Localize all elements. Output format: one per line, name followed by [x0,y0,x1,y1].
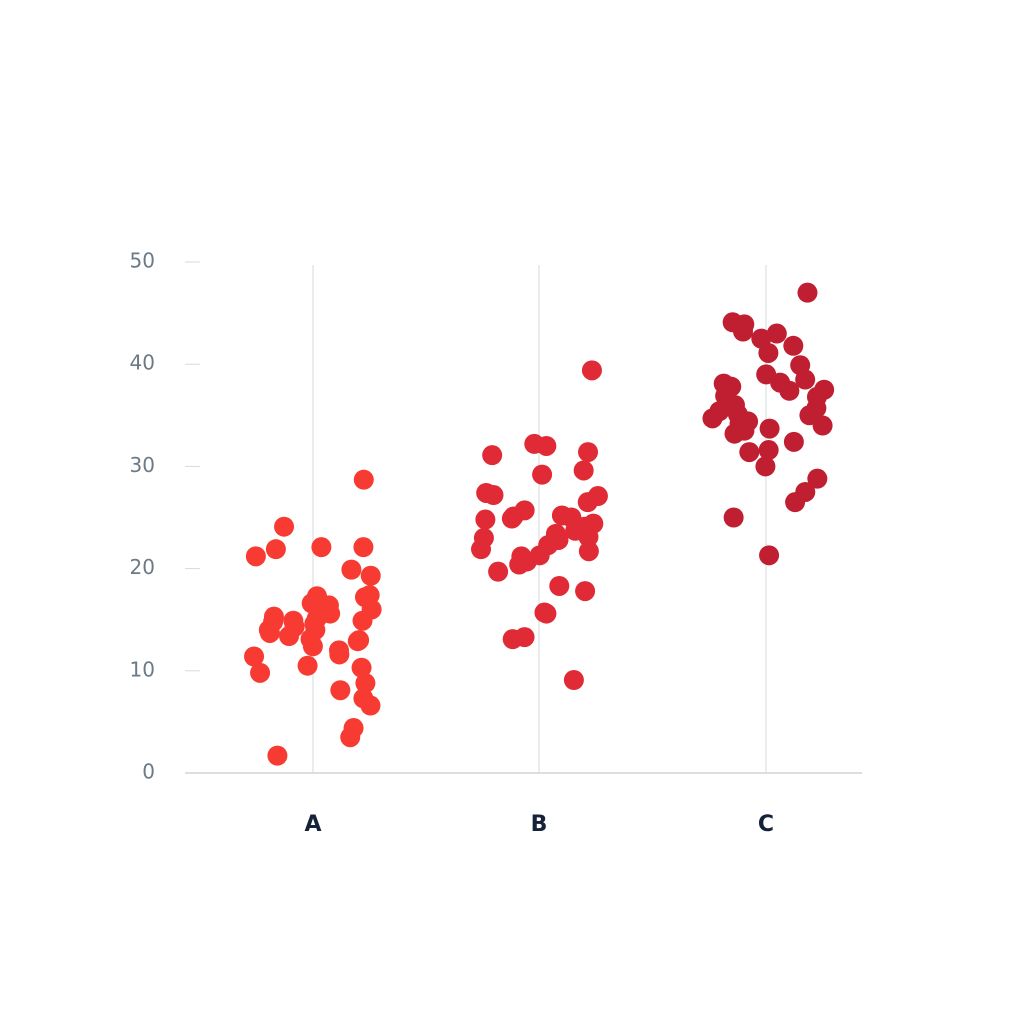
dot [360,565,381,586]
dot [563,669,584,690]
dot [360,695,381,716]
dot [330,680,351,701]
dot [536,603,557,624]
dot [758,342,779,363]
dot [483,485,504,506]
dot [347,631,368,652]
dot [575,581,596,602]
x-tick-label: A [304,812,321,837]
dot [759,545,780,566]
dot [259,622,280,643]
dot [475,509,496,530]
dot [536,435,557,456]
dot [785,492,806,513]
dot [329,644,350,665]
dot [274,516,295,537]
dot [795,369,816,390]
dot [341,559,362,580]
y-tick-label: 30 [130,453,155,477]
y-tick-label: 10 [130,657,155,681]
dot [311,537,332,558]
dot [302,636,323,657]
dot [265,539,286,560]
dot [297,655,318,676]
dot [509,554,530,575]
dot [702,408,723,429]
dot [733,321,754,342]
x-tick-label: B [531,812,548,837]
y-tick-label: 20 [130,555,155,579]
dot [352,610,373,631]
dot [244,646,265,667]
dot [340,727,361,748]
y-tick-label: 50 [130,249,155,273]
dot [351,657,372,678]
dot [502,629,523,650]
dot [471,539,492,560]
x-tick-label: C [758,812,774,837]
dot [807,468,828,489]
dot [267,745,288,766]
dot [766,323,787,344]
dot [501,508,522,529]
dot [245,546,266,567]
y-tick-label: 40 [130,351,155,375]
dot [724,423,745,444]
dot [279,626,300,647]
dot [812,415,833,436]
dot [482,445,503,466]
dot [549,575,570,596]
dot [353,469,374,490]
dot [723,507,744,528]
dot [739,442,760,463]
dot [577,492,598,513]
dot [779,380,800,401]
dot [783,335,804,356]
dot [581,360,602,381]
dot [250,662,271,683]
dot [759,418,780,439]
y-tick-label: 0 [142,760,155,784]
dot [797,282,818,303]
dot [783,431,804,452]
dot [532,464,553,485]
dot [488,561,509,582]
dot [578,541,599,562]
dot [578,442,599,463]
dot [578,526,599,547]
dot [573,460,594,481]
dot [301,593,322,614]
dot [758,440,779,461]
dot [355,673,376,694]
dot [755,456,776,477]
dot [353,537,374,558]
